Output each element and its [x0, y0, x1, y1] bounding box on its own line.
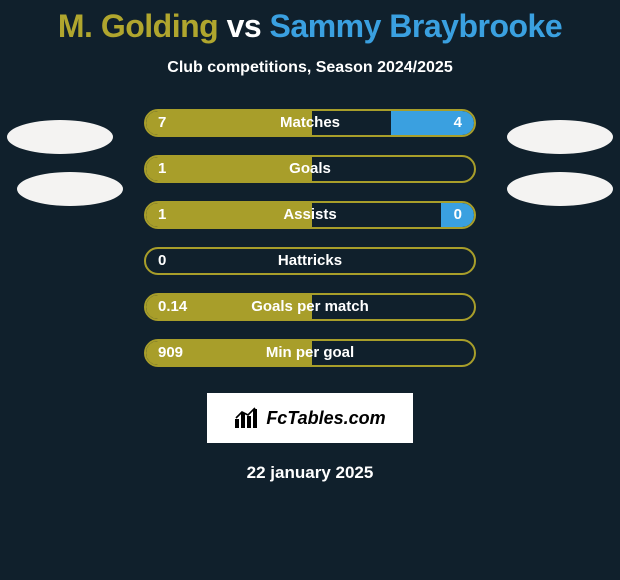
player2-name: Sammy Braybrooke [270, 8, 563, 44]
stat-label: Assists [146, 203, 474, 227]
stat-value-left: 7 [158, 111, 166, 135]
stat-value-left: 1 [158, 203, 166, 227]
comparison-title: M. Golding vs Sammy Braybrooke [0, 0, 620, 45]
stat-label: Min per goal [146, 341, 474, 365]
vs-text: vs [227, 8, 262, 44]
stat-row: Goals1 [144, 155, 476, 183]
player1-avatar-placeholder [7, 120, 113, 154]
stat-label: Goals [146, 157, 474, 181]
stat-row: Matches7 4 [144, 109, 476, 137]
stat-row: Goals per match0.14 [144, 293, 476, 321]
stat-value-left: 1 [158, 157, 166, 181]
player1-name: M. Golding [58, 8, 218, 44]
player2-avatar-placeholder [507, 120, 613, 154]
stat-row: Hattricks0 [144, 247, 476, 275]
stat-label: Goals per match [146, 295, 474, 319]
player2-club-placeholder [507, 172, 613, 206]
branding-badge: FcTables.com [207, 393, 413, 443]
stat-label: Hattricks [146, 249, 474, 273]
stat-value-left: 0.14 [158, 295, 187, 319]
date-label: 22 january 2025 [0, 463, 620, 483]
player1-club-placeholder [17, 172, 123, 206]
subtitle: Club competitions, Season 2024/2025 [0, 59, 620, 77]
stat-row: Min per goal909 [144, 339, 476, 367]
stat-value-right: 0 [454, 203, 462, 227]
stat-value-right: 4 [454, 111, 462, 135]
stat-label: Matches [146, 111, 474, 135]
chart-icon [234, 407, 260, 429]
stat-row: Assists1 0 [144, 201, 476, 229]
branding-text: FcTables.com [266, 408, 385, 429]
stat-value-left: 909 [158, 341, 183, 365]
stat-value-left: 0 [158, 249, 166, 273]
